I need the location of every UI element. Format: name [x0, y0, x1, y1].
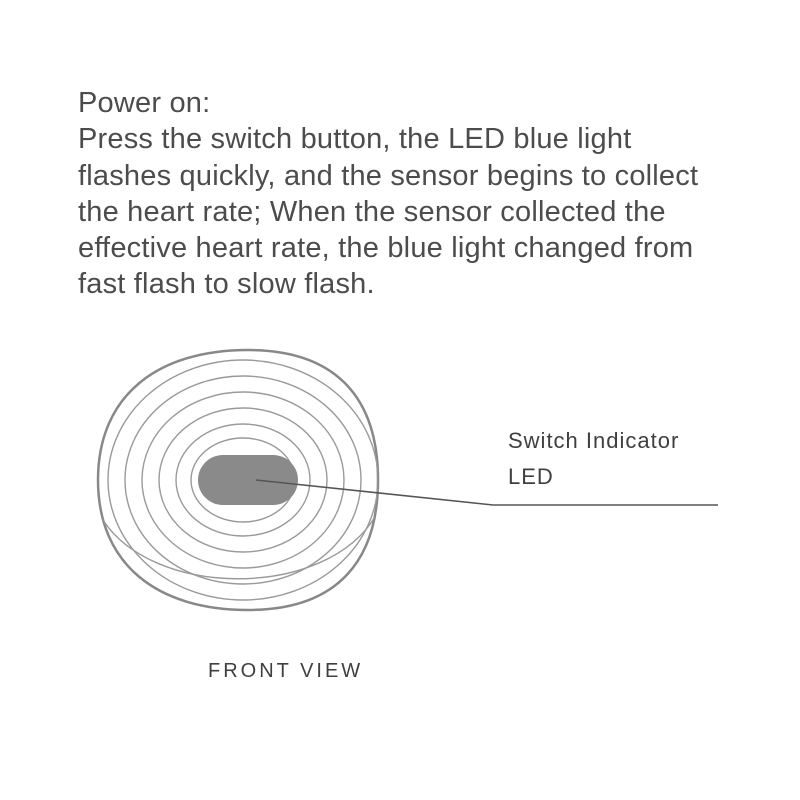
switch-led-icon: [198, 455, 298, 505]
diagram-caption: FRONT VIEW: [208, 660, 363, 683]
instruction-text: Power on: Press the switch button, the L…: [78, 85, 728, 303]
page: Power on: Press the switch button, the L…: [0, 0, 800, 800]
device-diagram: Switch Indicator LED FRONT VIEW: [78, 340, 718, 720]
callout-label-line1: Switch Indicator: [508, 428, 679, 454]
callout-label-line2: LED: [508, 464, 554, 490]
device-svg: [78, 340, 718, 640]
instruction-body: Press the switch button, the LED blue li…: [78, 123, 698, 300]
instruction-title: Power on:: [78, 85, 728, 121]
